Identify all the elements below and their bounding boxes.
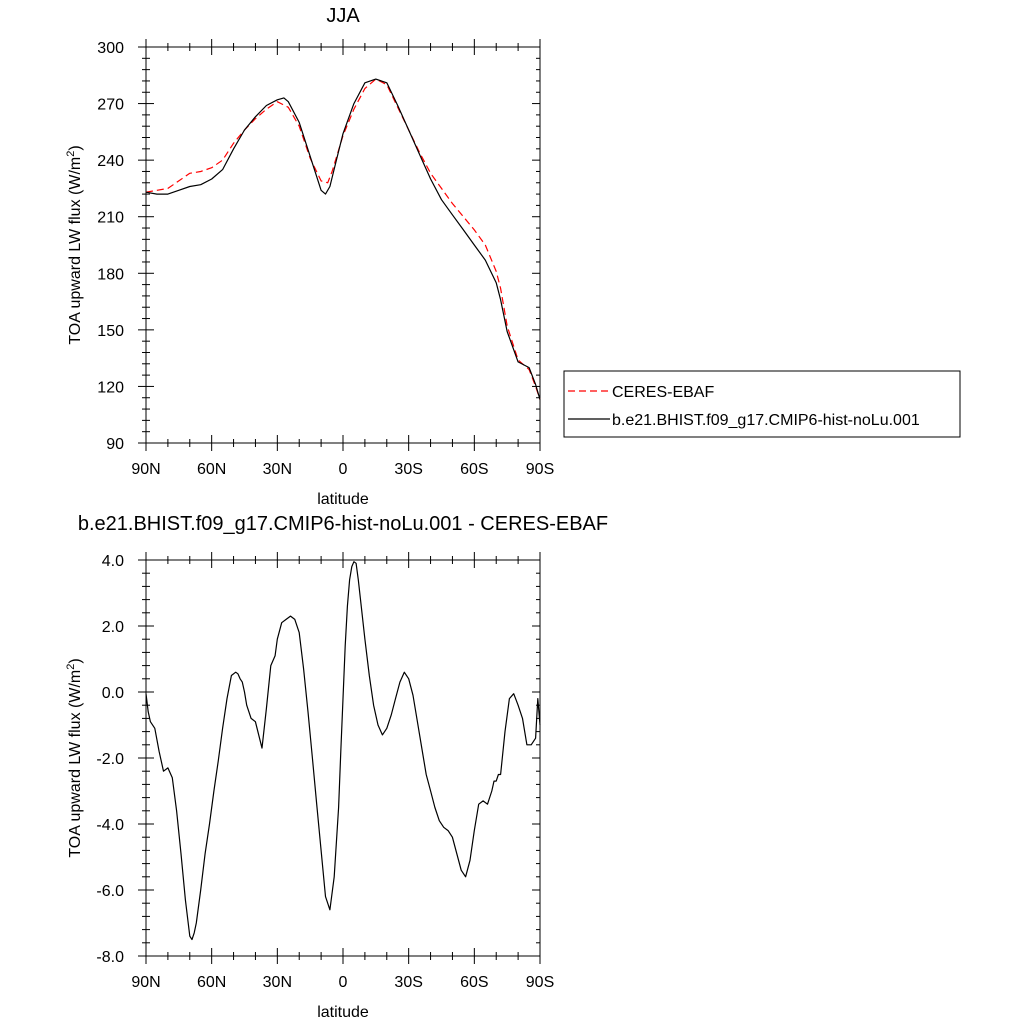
legend-label-model: b.e21.BHIST.f09_g17.CMIP6-hist-noLu.001 bbox=[612, 412, 920, 429]
y-axis-label-text: TOA upward LW flux (W/m bbox=[67, 670, 84, 858]
legend-label-ceres-ebaf: CERES-EBAF bbox=[612, 384, 714, 401]
x-tick-label: 90N bbox=[131, 461, 160, 478]
x-tick-label: 90S bbox=[526, 974, 554, 991]
y-tick-label: 2.0 bbox=[102, 619, 124, 636]
x-axis-label: latitude bbox=[317, 1004, 369, 1021]
x-tick-label: 90S bbox=[526, 461, 554, 478]
y-tick-label: 180 bbox=[97, 266, 124, 283]
y-axis-label-tail: ) bbox=[67, 658, 84, 663]
y-tick-label: 90 bbox=[106, 436, 124, 453]
plot-frame bbox=[145, 46, 541, 444]
series-line-model bbox=[145, 78, 541, 400]
y-axis-label-superscript: 2 bbox=[65, 151, 77, 157]
y-tick-label: 210 bbox=[97, 210, 124, 227]
chart-title: JJA bbox=[326, 5, 360, 27]
y-tick-label: 240 bbox=[97, 153, 124, 170]
x-tick-label: 60N bbox=[197, 461, 226, 478]
x-tick-label: 90N bbox=[131, 974, 160, 991]
x-tick-label: 0 bbox=[339, 974, 348, 991]
x-tick-label: 30N bbox=[263, 461, 292, 478]
x-tick-label: 30S bbox=[394, 461, 422, 478]
chart-title: b.e21.BHIST.f09_g17.CMIP6-hist-noLu.001 … bbox=[78, 513, 608, 535]
x-tick-label: 60N bbox=[197, 974, 226, 991]
chart-panel-1: JJA 90 120 150 180 210 240 270 300 90N 60N 30N 0 30S 6… bbox=[65, 5, 961, 508]
y-axis-label-tail: ) bbox=[67, 145, 84, 150]
y-tick-label: -4.0 bbox=[96, 817, 124, 834]
y-axis-label: TOA upward LW flux (W/m2) bbox=[65, 145, 84, 344]
y-tick-label: -2.0 bbox=[96, 751, 124, 768]
legend: CERES-EBAF b.e21.BHIST.f09_g17.CMIP6-hist… bbox=[563, 370, 961, 438]
x-tick-label: 0 bbox=[339, 461, 348, 478]
legend-box bbox=[563, 370, 961, 438]
x-tick-label: 60S bbox=[460, 461, 488, 478]
y-tick-label: -6.0 bbox=[96, 883, 124, 900]
plot-frame bbox=[145, 559, 541, 957]
y-tick-label: 270 bbox=[97, 97, 124, 114]
chart-panel-2: b.e21.BHIST.f09_g17.CMIP6-hist-noLu.001 … bbox=[65, 513, 608, 1021]
series-line-ceres-ebaf bbox=[145, 78, 541, 400]
y-axis-label: TOA upward LW flux (W/m2) bbox=[65, 658, 84, 857]
y-tick-label: 300 bbox=[97, 40, 124, 57]
x-axis-label: latitude bbox=[317, 491, 369, 508]
y-tick-label: 4.0 bbox=[102, 553, 124, 570]
y-tick-label: 120 bbox=[97, 379, 124, 396]
y-tick-label: 0.0 bbox=[102, 685, 124, 702]
y-axis-label-text: TOA upward LW flux (W/m bbox=[67, 157, 84, 345]
x-tick-label: 30S bbox=[394, 974, 422, 991]
series-line-model-difference bbox=[145, 561, 541, 941]
x-tick-label: 60S bbox=[460, 974, 488, 991]
y-tick-label: 150 bbox=[97, 323, 124, 340]
y-tick-label: -8.0 bbox=[96, 949, 124, 966]
x-tick-label: 30N bbox=[263, 974, 292, 991]
y-axis-label-superscript: 2 bbox=[65, 664, 77, 670]
